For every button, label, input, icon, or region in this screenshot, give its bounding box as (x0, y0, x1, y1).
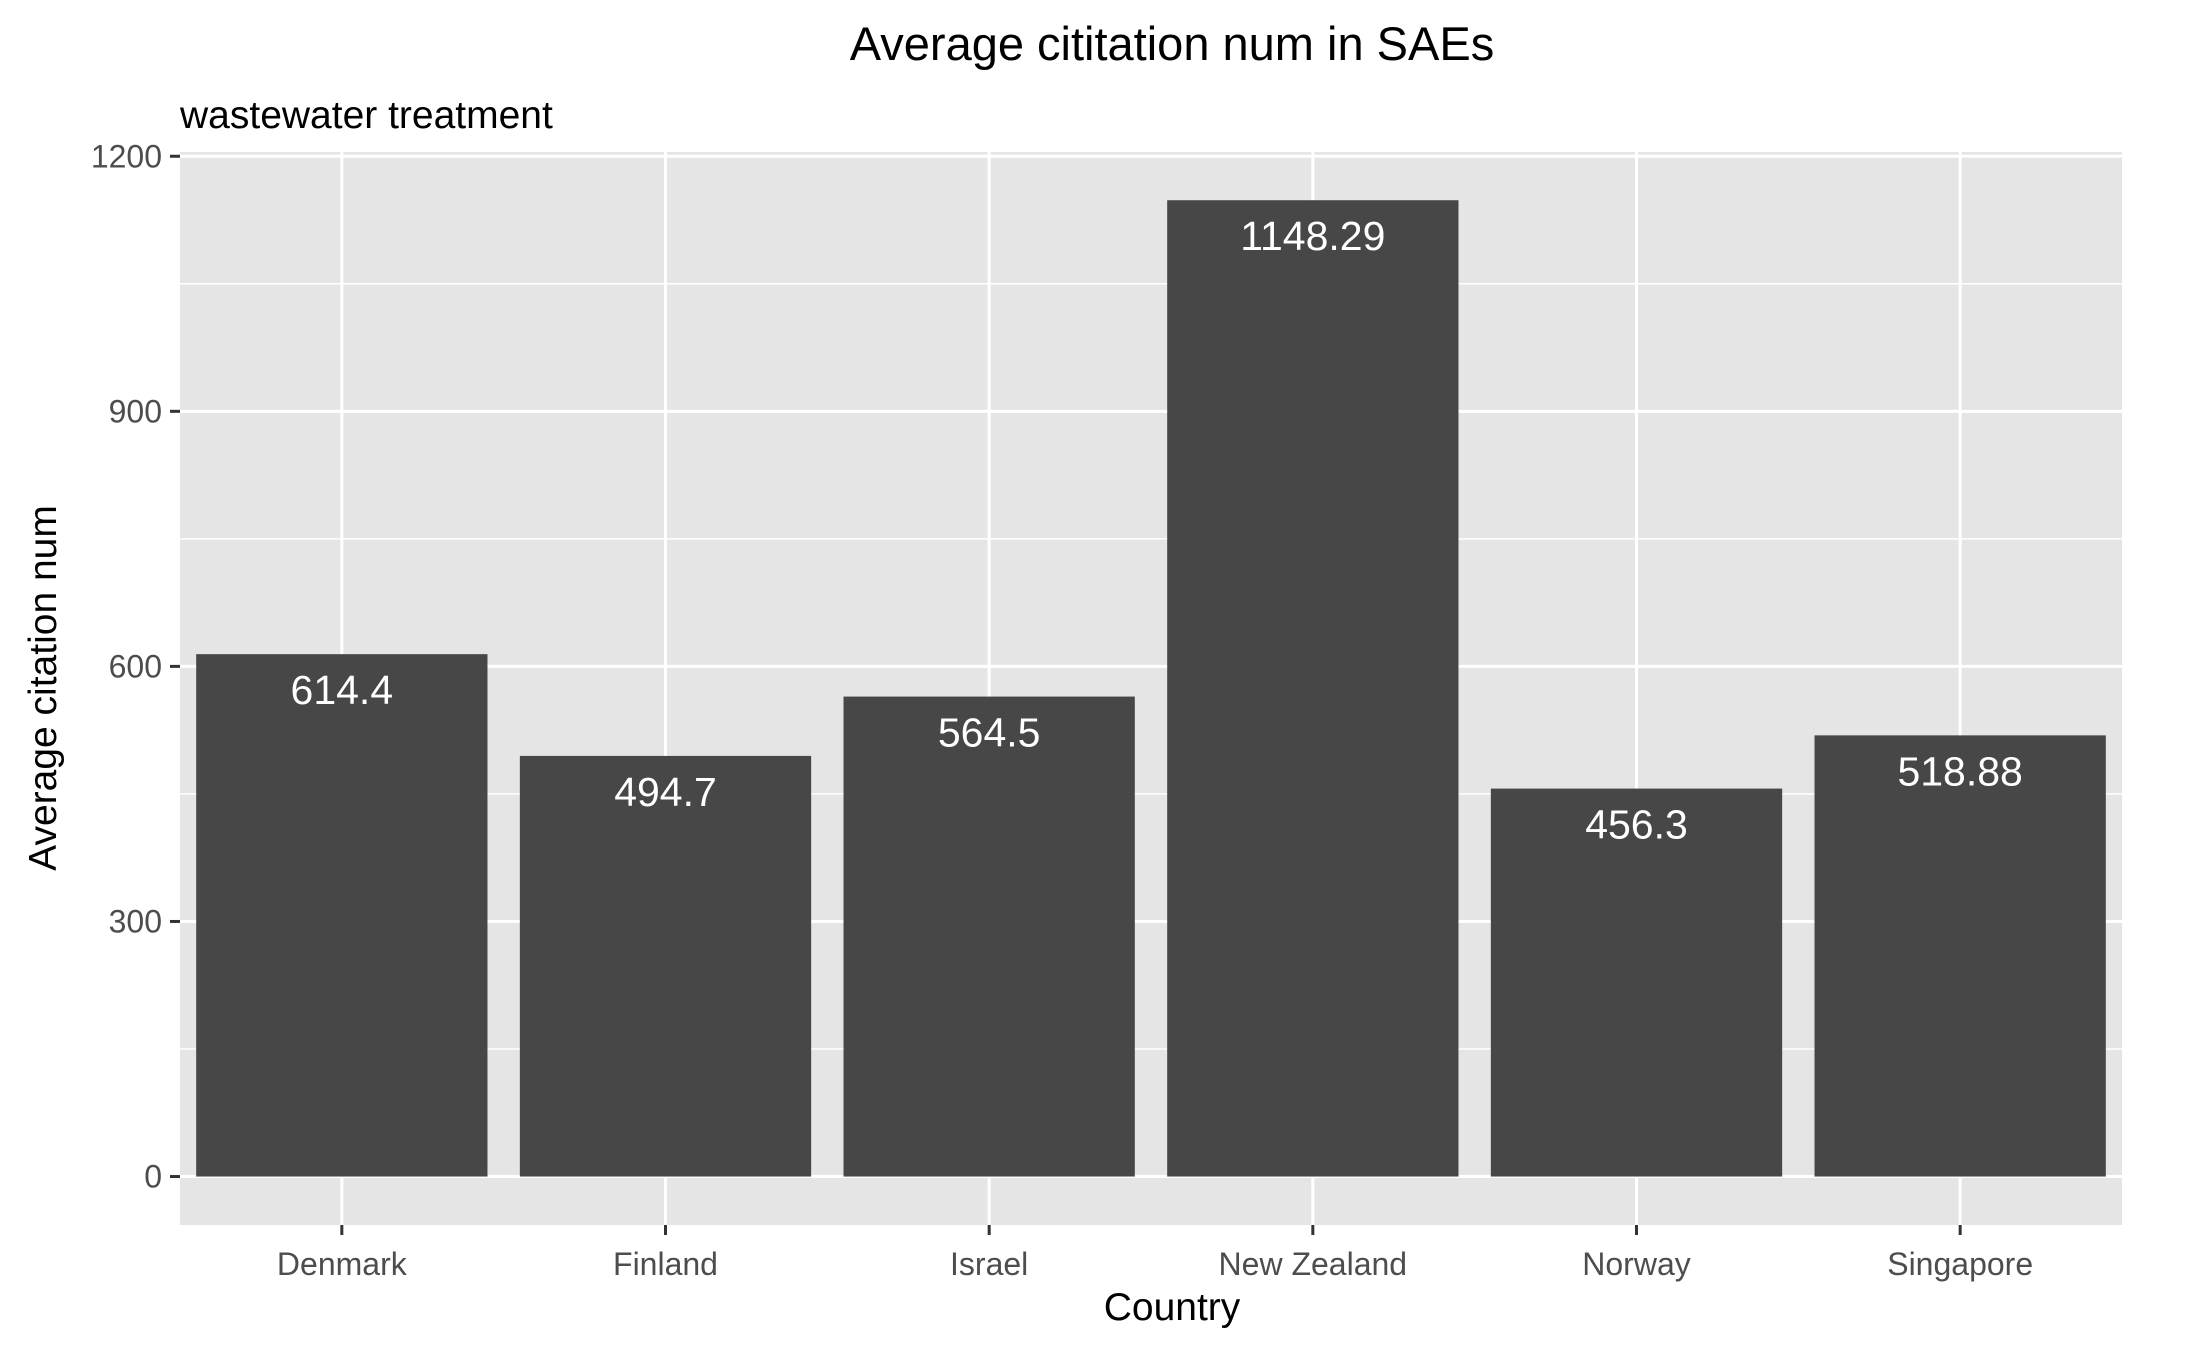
y-tick-label: 900 (109, 393, 162, 429)
data-labels-layer: 614.4 494.7 564.5 1148.29 456.3 518.88 (291, 213, 2023, 847)
bar-denmark (196, 654, 488, 1177)
chart-subtitle: wastewater treatment (179, 94, 553, 137)
data-label: 1148.29 (1240, 213, 1385, 259)
bar-new-zealand (1167, 200, 1459, 1177)
data-label: 518.88 (1897, 748, 2022, 794)
chart-title: Average cititation num in SAEs (850, 17, 1494, 70)
x-tick-label: Singapore (1887, 1246, 2033, 1282)
x-tick-label: Denmark (277, 1246, 408, 1282)
data-label: 494.7 (614, 769, 717, 815)
bar-singapore (1814, 735, 2106, 1177)
x-tick-label: Finland (613, 1246, 718, 1282)
x-tick-label: New Zealand (1219, 1246, 1408, 1282)
bar-israel (843, 696, 1135, 1177)
y-tick-label: 600 (109, 648, 162, 684)
y-tick-label: 300 (109, 903, 162, 939)
x-tick-label: Israel (950, 1246, 1028, 1282)
y-tick-label: 1200 (91, 138, 162, 174)
data-label: 456.3 (1585, 802, 1688, 848)
x-tick-label: Norway (1582, 1246, 1690, 1282)
data-label: 564.5 (938, 710, 1041, 756)
axes-layer: 0 300 600 900 1200 Denmark Finland Israel New Ze… (91, 138, 2033, 1282)
plot-panel (180, 152, 2122, 1225)
bar-finland (519, 755, 812, 1177)
bar-norway (1490, 788, 1783, 1177)
y-axis-title: Average citation num (22, 505, 65, 871)
bars-layer (196, 200, 2106, 1177)
data-label: 614.4 (291, 667, 394, 713)
x-axis-title: Country (1104, 1286, 1241, 1329)
y-tick-label: 0 (144, 1159, 162, 1195)
